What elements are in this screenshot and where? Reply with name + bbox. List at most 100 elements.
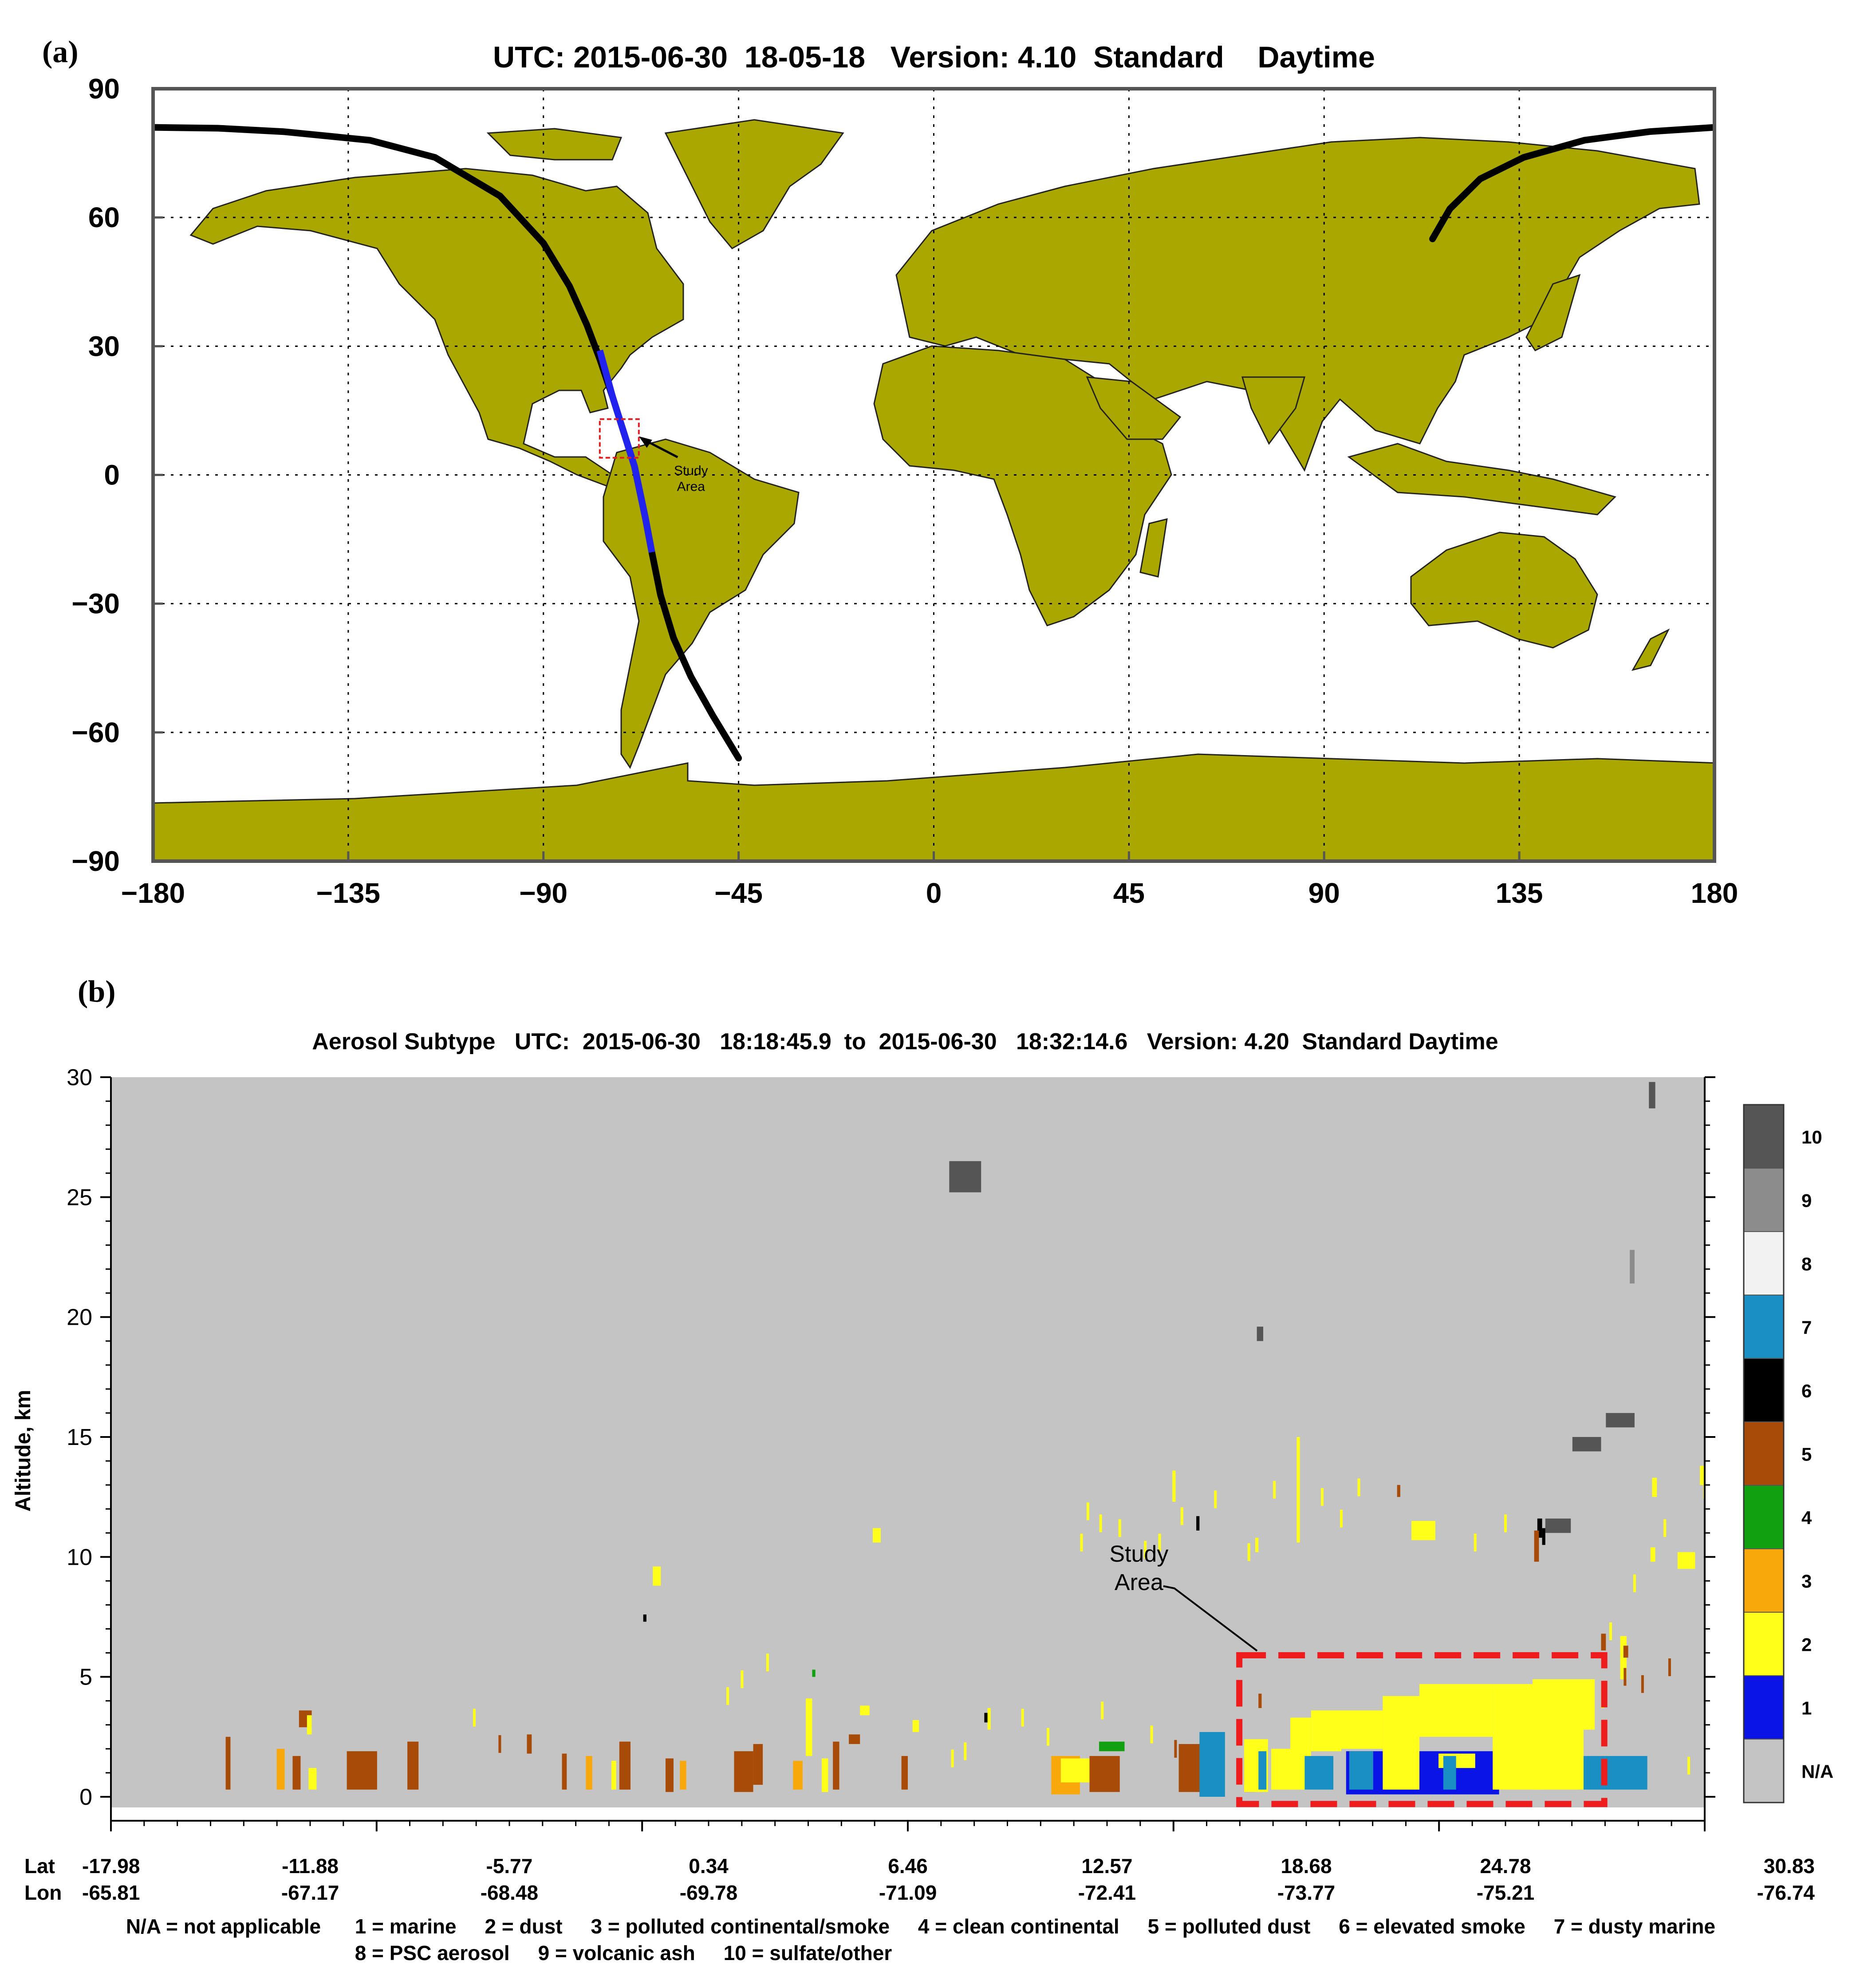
aerosol-feature-class-2 — [1271, 1748, 1294, 1790]
aerosol-feature-class-5 — [833, 1741, 839, 1790]
lon-tick-label: -65.81 — [82, 1881, 140, 1904]
map-x-tick-label: −90 — [519, 877, 567, 909]
aerosol-feature-class-6 — [1542, 1528, 1545, 1545]
aerosol-speck-class-2 — [1340, 1509, 1343, 1527]
aerosol-feature-class-5 — [562, 1753, 567, 1790]
aerosol-feature-class-9 — [1630, 1250, 1635, 1283]
map-plot-area: Study Area — [153, 89, 1714, 861]
map-annotation-label: Study — [674, 464, 708, 478]
lat-tick-label: -11.88 — [282, 1854, 339, 1878]
aerosol-feature-class-2 — [1700, 1465, 1705, 1485]
aerosol-speck-class-5 — [1623, 1668, 1627, 1686]
lat-tick-label: 6.46 — [888, 1854, 928, 1878]
colorbar-swatch — [1743, 1168, 1784, 1232]
colorbar-label: 6 — [1801, 1381, 1812, 1401]
lon-tick-label: -73.77 — [1277, 1881, 1335, 1904]
lat-row-label: Lat — [24, 1854, 55, 1878]
aerosol-feature-class-7 — [1304, 1756, 1334, 1790]
profile-y-tick-label: 25 — [67, 1185, 92, 1210]
lat-tick-label: -5.77 — [486, 1854, 532, 1878]
map-x-tick-label: −135 — [316, 877, 380, 909]
aerosol-speck-class-2 — [1101, 1701, 1104, 1720]
aerosol-speck-class-2 — [1080, 1533, 1083, 1551]
profile-study-area: Study Area — [1109, 1541, 1608, 1807]
lat-tick-label: -17.98 — [82, 1854, 140, 1878]
aerosol-feature-class-5 — [292, 1756, 301, 1790]
aerosol-feature-class-4 — [812, 1669, 816, 1677]
colorbar-label: 3 — [1801, 1571, 1812, 1592]
aerosol-speck-class-2 — [741, 1670, 744, 1689]
aerosol-speck-class-2 — [1144, 1541, 1147, 1559]
aerosol-feature-class-7 — [1258, 1751, 1267, 1790]
aerosol-feature-class-5 — [1397, 1485, 1400, 1497]
lon-tick-label: -69.78 — [680, 1881, 737, 1904]
aerosol-feature-class-2 — [308, 1768, 317, 1790]
land-madagascar — [1139, 518, 1168, 578]
profile-annotation-label: Area — [1115, 1570, 1163, 1595]
aerosol-feature-class-6 — [1537, 1518, 1542, 1538]
aerosol-feature-class-2 — [912, 1720, 919, 1732]
aerosol-feature-class-2 — [1533, 1679, 1584, 1790]
map-x-tick-label: 45 — [1113, 877, 1145, 909]
aerosol-feature-class-6 — [1196, 1516, 1200, 1531]
aerosol-speck-class-2 — [1118, 1519, 1121, 1537]
aerosol-feature-class-5 — [734, 1751, 753, 1792]
aerosol-speck-class-2 — [1099, 1514, 1102, 1532]
map-annotation-arrowhead — [638, 436, 652, 448]
land-southeast-asia-islands — [1347, 443, 1616, 516]
lat-lon-labels: -17.98 -65.81 -11.88 -67.17 -5.77 -68.48 0.34 -… — [82, 1854, 1815, 1904]
aerosol-feature-class-10 — [1606, 1413, 1635, 1428]
track-line-highlight — [596, 350, 655, 553]
colorbar-label: 10 — [1801, 1127, 1822, 1148]
aerosol-speck-class-2 — [1663, 1519, 1667, 1537]
aerosol-speck-class-2 — [1247, 1543, 1250, 1561]
aerosol-speck-class-5 — [1668, 1658, 1671, 1677]
map-x-tick-label: 0 — [926, 877, 942, 909]
satellite-track — [153, 124, 1714, 762]
aerosol-features — [225, 1082, 1705, 1797]
aerosol-feature-class-7 — [1199, 1732, 1225, 1797]
aerosol-speck-class-2 — [726, 1687, 729, 1705]
map-title: UTC: 2015-06-30 18-05-18 Version: 4.10 S… — [493, 40, 1375, 74]
land-greenland — [664, 119, 844, 249]
aerosol-speck-class-2 — [1021, 1708, 1024, 1727]
aerosol-feature-class-5 — [347, 1751, 377, 1790]
aerosol-speck-class-2 — [1214, 1490, 1217, 1508]
lat-tick-label: 18.68 — [1281, 1854, 1332, 1878]
aerosol-feature-class-2 — [822, 1758, 828, 1792]
aerosol-feature-class-2 — [1255, 1538, 1259, 1552]
lon-tick-label: -67.17 — [281, 1881, 339, 1904]
aerosol-feature-class-2 — [1383, 1696, 1420, 1790]
land-africa — [873, 345, 1172, 626]
lon-tick-label: -75.21 — [1477, 1881, 1534, 1904]
aerosol-speck-class-2 — [1504, 1514, 1507, 1532]
aerosol-feature-class-2 — [1060, 1758, 1090, 1783]
aerosol-feature-class-2 — [1419, 1684, 1493, 1737]
map-x-tick-label: −180 — [121, 877, 185, 909]
legend-line-2: 8 = PSC aerosol 9 = volcanic ash 10 = su… — [355, 1941, 892, 1964]
lat-tick-label: 0.34 — [689, 1854, 729, 1878]
aerosol-feature-class-2 — [1493, 1684, 1533, 1790]
aerosol-feature-class-5 — [225, 1736, 231, 1790]
aerosol-feature-class-3 — [680, 1760, 686, 1790]
aerosol-speck-class-2 — [1633, 1574, 1636, 1592]
colorbar-frame — [1743, 1104, 1785, 1803]
land-australia — [1410, 531, 1598, 649]
colorbar-label: 7 — [1801, 1317, 1812, 1338]
aerosol-speck-class-5 — [498, 1735, 501, 1753]
aerosol-speck-class-2 — [964, 1742, 967, 1760]
aerosol-feature-class-2 — [806, 1698, 812, 1756]
map-y-tick-label: 0 — [104, 459, 120, 491]
aerosol-feature-class-5 — [849, 1734, 860, 1744]
aerosol-feature-class-5 — [1623, 1646, 1628, 1658]
aerosol-feature-class-7 — [1349, 1751, 1373, 1790]
aerosol-feature-class-6 — [984, 1712, 989, 1723]
lon-tick-label: -72.41 — [1078, 1881, 1136, 1904]
colorbar-label: 5 — [1801, 1444, 1812, 1465]
aerosol-feature-class-2 — [1650, 1547, 1655, 1562]
land-south-america — [603, 438, 800, 769]
aerosol-feature-class-7 — [1579, 1756, 1647, 1790]
land-arabia — [1086, 376, 1182, 440]
aerosol-speck-class-2 — [1086, 1502, 1089, 1520]
